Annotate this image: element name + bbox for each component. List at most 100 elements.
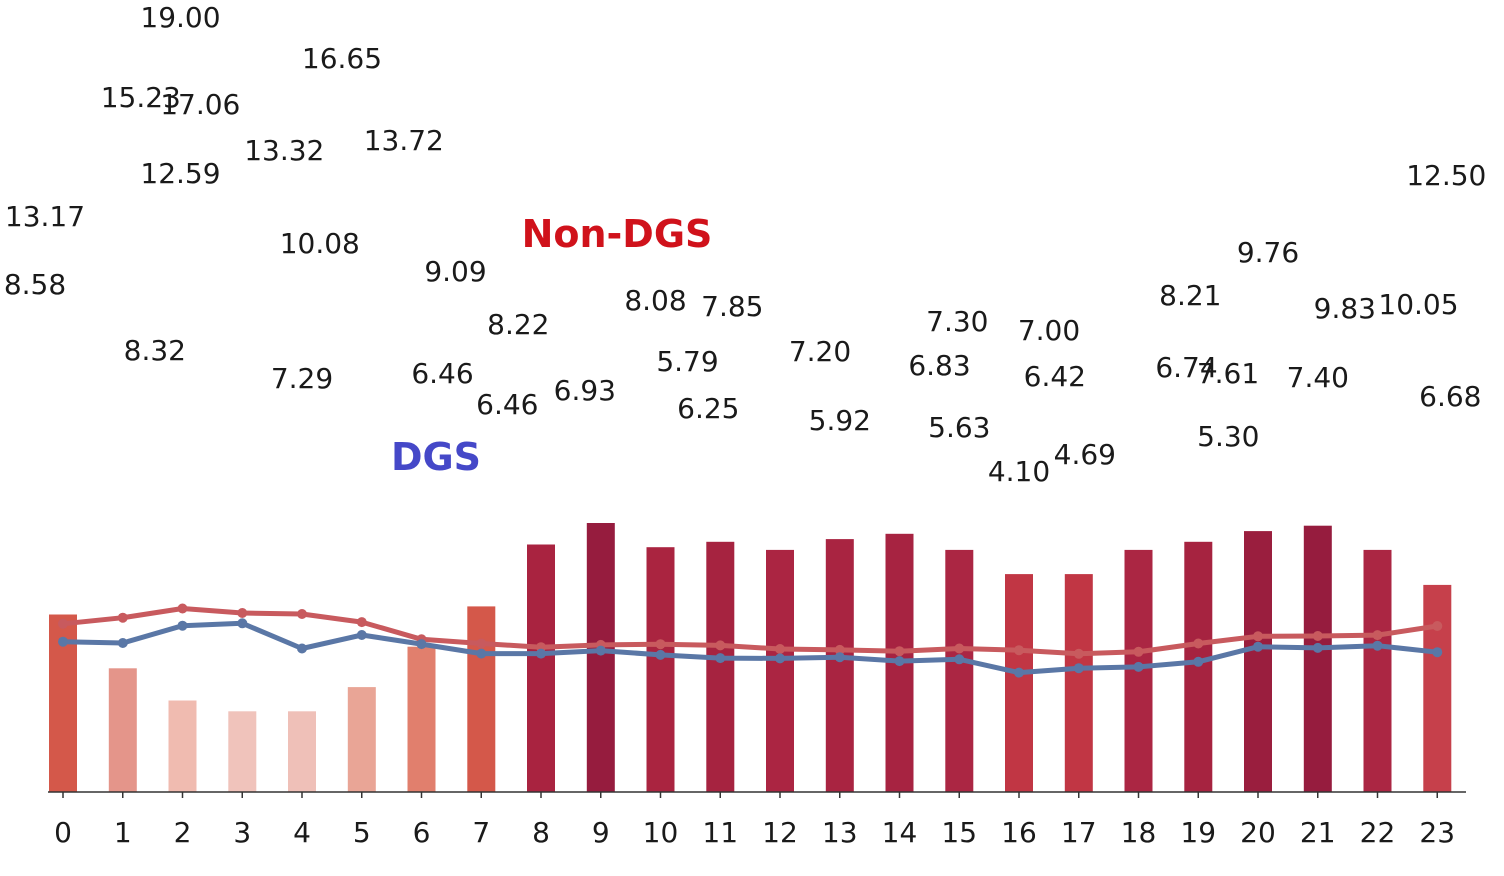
point-dgs-11 [715,653,726,664]
bar-hour-6 [407,646,436,792]
point-dgs-1 [117,638,128,648]
data-label: 7.40 [1287,361,1349,394]
data-label: 5.79 [656,345,718,378]
data-label: 6.25 [677,392,739,425]
bar-hour-20 [1244,531,1272,792]
point-non-dgs-23 [1432,621,1443,631]
point-dgs-8 [536,648,546,659]
data-label: 7.30 [926,305,988,338]
point-non-dgs-2 [177,603,188,614]
x-tick-label: 1 [114,816,132,849]
point-dgs-2 [177,620,188,631]
bar-hour-16 [1005,574,1033,792]
x-tick-label: 22 [1360,816,1396,849]
x-tick-label: 14 [882,816,918,849]
bar-hour-19 [1184,541,1213,792]
point-dgs-20 [1253,641,1263,652]
data-label: 8.22 [487,308,549,341]
data-label: 8.08 [624,284,686,317]
data-label: 13.72 [364,124,444,157]
point-non-dgs-18 [1133,646,1144,657]
x-tick-label: 13 [822,816,858,849]
data-label: 9.09 [424,255,486,288]
point-dgs-3 [237,618,248,629]
line-non-dgs [60,606,1440,657]
data-label: 5.63 [928,411,990,444]
x-tick-label: 20 [1240,816,1276,849]
point-dgs-21 [1312,642,1323,653]
data-label: 7.29 [271,362,333,395]
bar-hour-4 [288,711,316,792]
point-non-dgs-21 [1312,631,1323,641]
data-label: 10.05 [1378,288,1458,321]
point-dgs-7 [476,648,487,659]
x-tick-label: 11 [702,816,738,849]
data-label: 13.32 [244,134,324,167]
data-labels: 13.17 15.23 19.00 17.06 16.65 13.72 9.098.22 8.… [4,1,1487,488]
point-dgs-23 [1432,647,1443,658]
x-tick-label: 4 [293,816,311,849]
point-dgs-16 [1014,667,1024,678]
point-non-dgs-15 [954,643,965,654]
x-tick-label: 10 [643,816,679,849]
point-dgs-12 [775,653,785,664]
point-non-dgs-3 [237,608,248,618]
point-dgs-0 [58,636,68,647]
point-dgs-6 [416,639,427,650]
point-non-dgs-16 [1014,645,1024,656]
data-label: 6.46 [476,388,538,421]
series-name-non-dgs: Non-DGS [522,212,713,256]
bar-hour-2 [168,700,197,792]
point-dgs-18 [1133,661,1144,672]
line-dgs [60,620,1440,676]
line-series [58,603,1443,678]
point-dgs-19 [1193,656,1204,667]
bar-hour-10 [646,547,675,792]
x-tick-label: 2 [174,816,192,849]
point-dgs-5 [356,630,367,640]
data-label: 8.21 [1159,279,1221,312]
x-axis-ticks: 0 1 2 3 4 5 6 7 8 9 10 11 12 13 14 15 16 17 18 19 20 21 22 23 [54,792,1455,849]
point-non-dgs-12 [775,644,785,654]
data-label: 7.20 [789,335,851,368]
x-tick-label: 17 [1061,816,1097,849]
point-dgs-10 [655,649,666,660]
x-tick-label: 23 [1419,816,1455,849]
bar-hour-11 [706,541,735,792]
bar-hour-17 [1064,574,1093,792]
x-tick-label: 18 [1121,816,1157,849]
bar-hour-8 [527,544,555,792]
point-dgs-9 [595,645,606,656]
x-tick-label: 12 [762,816,798,849]
point-non-dgs-14 [894,646,905,657]
data-label: 10.08 [280,227,360,260]
point-non-dgs-4 [297,609,307,619]
bar-hour-13 [825,539,854,792]
point-non-dgs-5 [356,617,367,628]
point-non-dgs-17 [1073,648,1084,659]
point-dgs-14 [894,656,905,667]
bar-hour-22 [1363,549,1392,792]
point-non-dgs-7 [476,638,487,649]
data-label: 13.17 [5,200,85,233]
data-label: 15.23 [101,81,181,114]
x-tick-label: 15 [941,816,977,849]
point-non-dgs-10 [655,639,666,650]
x-tick-label: 3 [233,816,251,849]
data-label: 9.83 [1314,292,1376,325]
data-label: 6.83 [908,349,970,382]
point-non-dgs-13 [834,644,845,655]
data-label: 6.46 [411,357,473,390]
bar-hour-12 [766,549,794,792]
data-label: 12.50 [1406,159,1486,192]
point-dgs-22 [1372,640,1383,651]
data-label: 8.58 [4,268,66,301]
x-tick-label: 7 [472,816,490,849]
bar-series [49,523,1452,792]
point-dgs-4 [297,643,307,654]
data-label: 12.59 [140,157,220,190]
data-label: 6.68 [1419,380,1481,413]
bar-hour-5 [347,687,376,792]
data-label: 7.85 [701,290,763,323]
